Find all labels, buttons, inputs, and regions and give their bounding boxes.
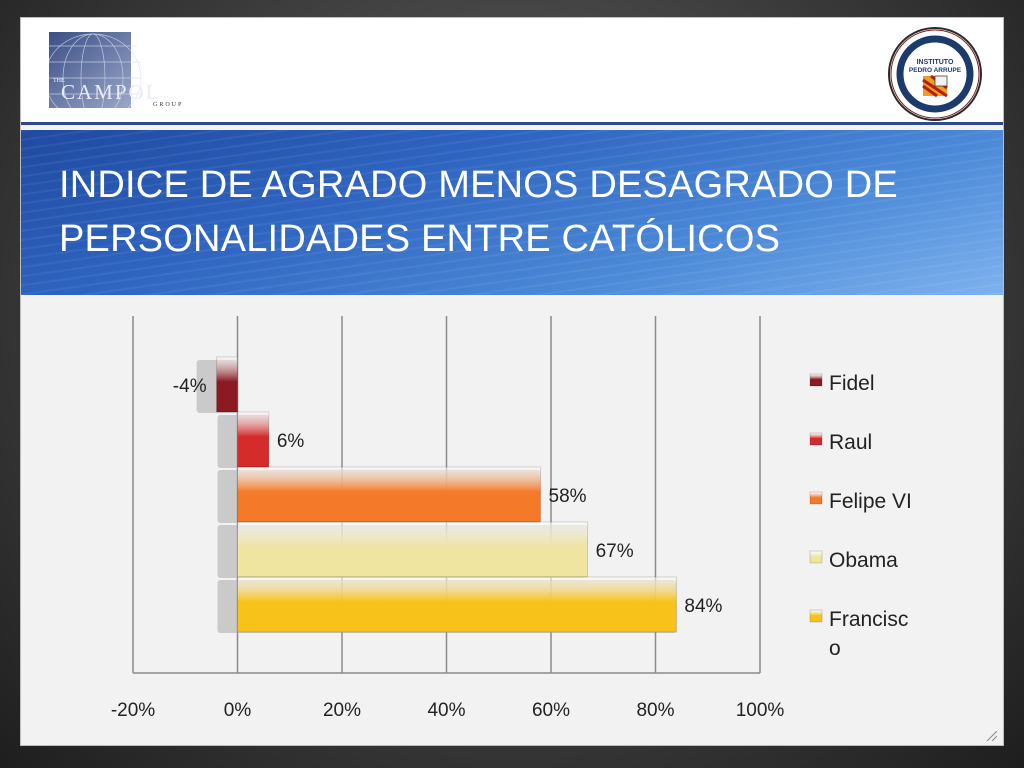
bar-obama — [237, 521, 589, 578]
x-tick-label: 20% — [323, 700, 361, 721]
bar-felipe-vi — [237, 466, 542, 523]
slide-title-line2: PERSONALIDADES ENTRE CATÓLICOS — [59, 218, 781, 260]
x-tick-label: 40% — [427, 700, 465, 721]
instituto-pedro-arrupe-seal: INSTITUTO PEDRO ARRUPE — [888, 27, 982, 121]
legend-label: Raul — [829, 431, 872, 454]
slide-title: INDICE DE AGRADO MENOS DESAGRADO DE PERS… — [59, 158, 959, 266]
logo-group: GROUP — [153, 102, 183, 108]
logo-campol: CAMPOL — [61, 80, 161, 104]
x-tick-label: 0% — [224, 700, 252, 721]
seal-line2: PEDRO ARRUPE — [909, 67, 962, 74]
header-band: THE CAMPOL GROUP INSTITUTO PEDRO ARRUPE — [21, 18, 1003, 125]
x-tick-label: 60% — [532, 700, 570, 721]
legend-label: Fidel — [829, 372, 875, 395]
bar-francisco — [237, 576, 677, 633]
x-tick-label: 80% — [636, 700, 674, 721]
slide-title-line1: INDICE DE AGRADO MENOS DESAGRADO DE — [59, 164, 898, 206]
title-band — [21, 130, 1003, 295]
legend-label: Francisc — [829, 608, 908, 631]
legend-swatch — [809, 432, 823, 446]
data-label: -4% — [173, 376, 207, 397]
bar-fidel — [216, 356, 239, 413]
x-tick-label: 100% — [736, 700, 785, 721]
data-label: 58% — [549, 486, 587, 507]
legend-swatch — [809, 550, 823, 564]
logo-the: THE — [53, 78, 65, 84]
legend-label: o — [829, 637, 841, 660]
legend-swatch — [809, 491, 823, 505]
resize-grip-icon — [986, 731, 997, 741]
data-label: 84% — [684, 596, 722, 617]
data-label: 6% — [277, 431, 305, 452]
data-label: 67% — [596, 541, 634, 562]
campol-logo: THE CAMPOL GROUP — [49, 32, 183, 108]
legend-swatch — [809, 609, 823, 623]
legend-label: Felipe VI — [829, 490, 912, 513]
bar-raul — [237, 411, 270, 468]
seal-line1: INSTITUTO — [917, 59, 954, 66]
x-tick-label: -20% — [111, 700, 155, 721]
slide: THE CAMPOL GROUP INSTITUTO PEDRO ARRUPE … — [20, 17, 1004, 746]
legend-label: Obama — [829, 549, 898, 572]
legend-swatch — [809, 373, 823, 387]
